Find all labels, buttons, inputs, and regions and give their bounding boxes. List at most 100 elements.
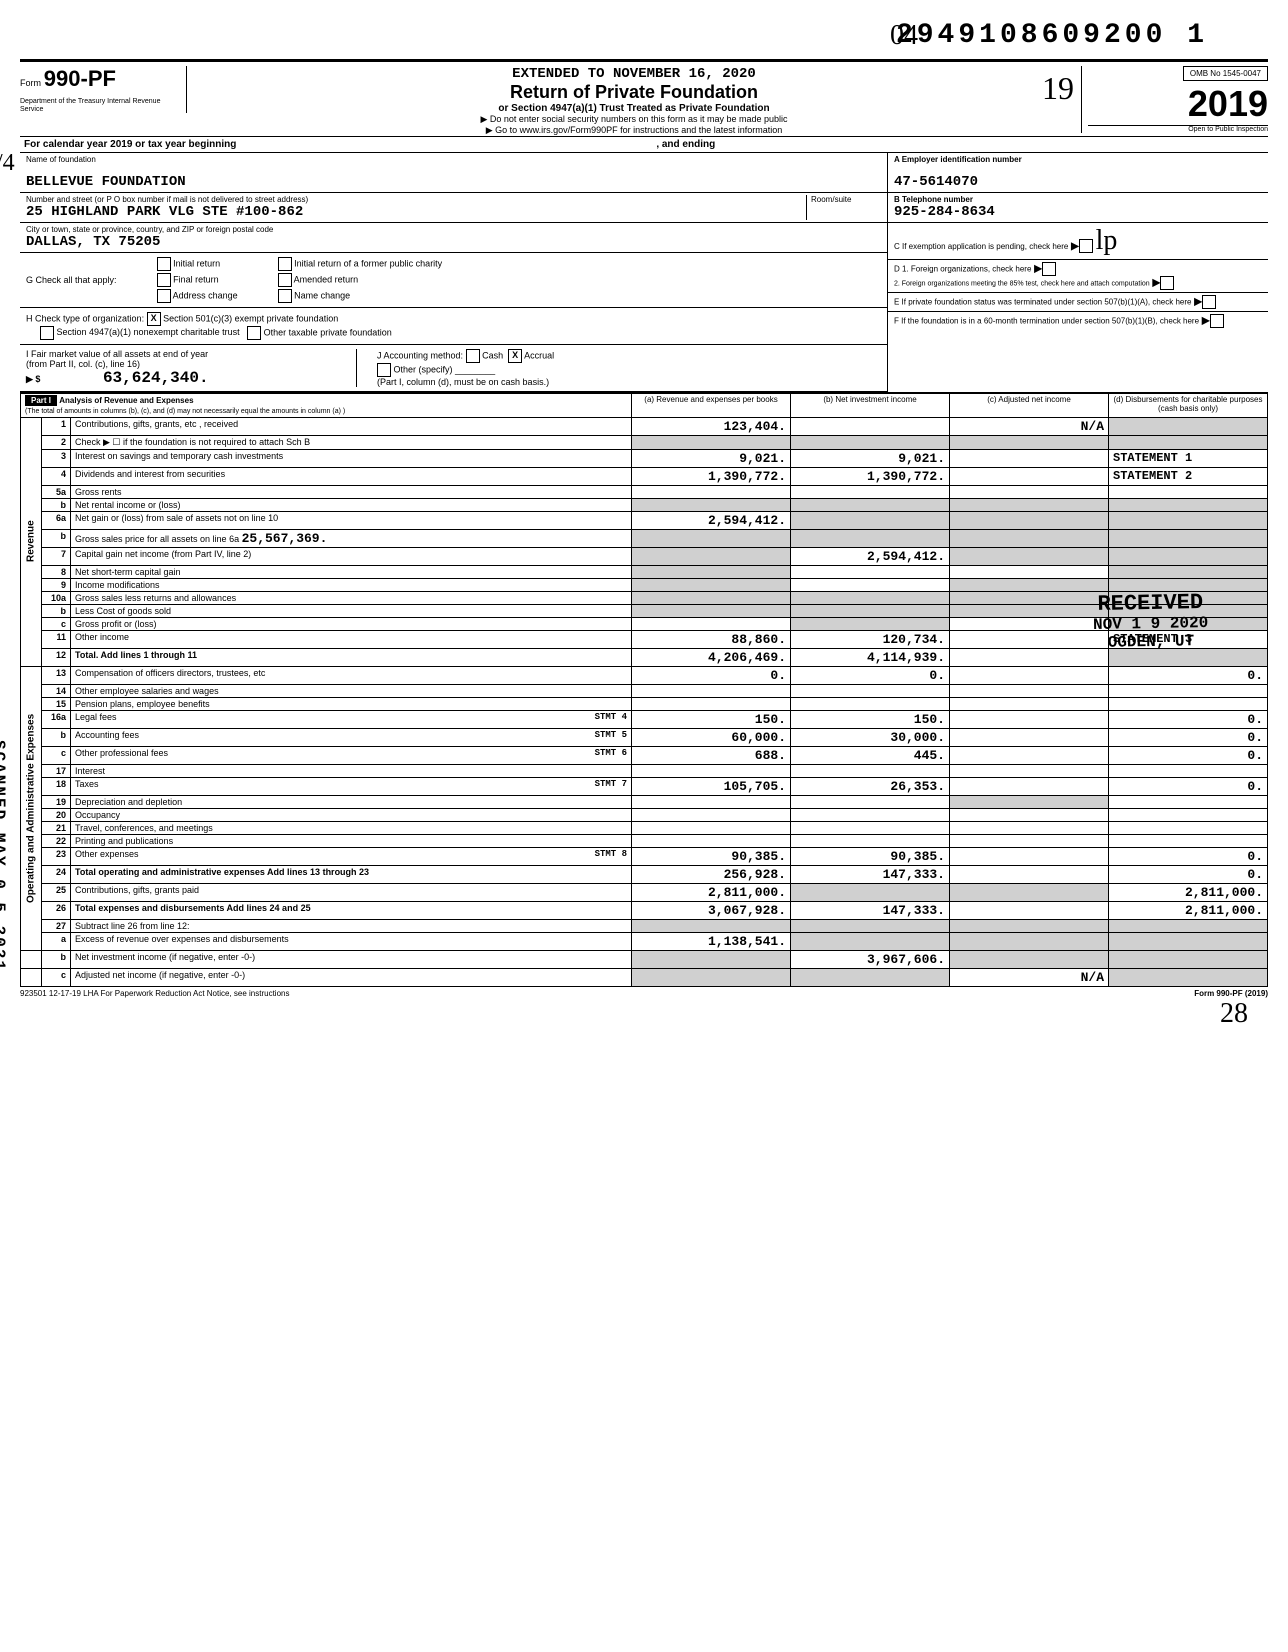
table-row: 11Other income88,860.120,734.STATEMENT 3: [21, 630, 1268, 648]
name-cell: Name of foundation BELLEVUE FOUNDATION: [20, 153, 887, 193]
fmv-amount: 63,624,340.: [103, 369, 209, 387]
j-accrual[interactable]: X: [508, 349, 522, 363]
d2-check[interactable]: [1160, 276, 1174, 290]
a-label: A Employer identification number: [894, 155, 1262, 164]
info-grid: Name of foundation BELLEVUE FOUNDATION N…: [20, 153, 1268, 393]
calendar-year-row: For calendar year 2019 or tax year begin…: [20, 136, 1268, 153]
table-row: 19Depreciation and depletion: [21, 795, 1268, 808]
e-check[interactable]: [1202, 295, 1216, 309]
phone-cell: B Telephone number 925-284-8634: [888, 193, 1268, 223]
col-c: (c) Adjusted net income: [950, 394, 1109, 418]
j-other[interactable]: [377, 363, 391, 377]
city-cell: City or town, state or province, country…: [20, 223, 887, 253]
city: DALLAS, TX 75205: [26, 234, 881, 250]
i-label: I Fair market value of all assets at end…: [26, 349, 208, 359]
f-label: F If the foundation is in a 60-month ter…: [894, 317, 1199, 326]
g-opt[interactable]: Final return: [157, 273, 238, 287]
extended-line: EXTENDED TO NOVEMBER 16, 2020: [195, 66, 1073, 82]
note2: ▶ Go to www.irs.gov/Form990PF for instru…: [195, 125, 1073, 136]
info-right: A Employer identification number 47-5614…: [887, 153, 1268, 392]
j-cash[interactable]: [466, 349, 480, 363]
table-row: 20Occupancy: [21, 808, 1268, 821]
d1-label: D 1. Foreign organizations, check here: [894, 265, 1031, 274]
table-row: 14Other employee salaries and wages: [21, 684, 1268, 697]
part-label: Part I: [25, 395, 57, 406]
table-row: 24Total operating and administrative exp…: [21, 865, 1268, 883]
table-row: 23Other expenses STMT 890,385.90,385.0.: [21, 847, 1268, 865]
scanned-stamp: SCANNED MAY 0 5 2021: [0, 740, 8, 972]
f-check[interactable]: [1210, 314, 1224, 328]
table-row: cAdjusted net income (if negative, enter…: [21, 968, 1268, 986]
table-row: 26Total expenses and disbursements Add l…: [21, 901, 1268, 919]
i-note: (Part I, column (d), must be on cash bas…: [377, 377, 549, 387]
part-note: (The total of amounts in columns (b), (c…: [25, 408, 345, 415]
d2-label: 2. Foreign organizations meeting the 85%…: [894, 281, 1150, 288]
revenue-sidebar: Revenue: [21, 417, 42, 666]
hand-margin-34: 3/4: [0, 150, 15, 177]
open-inspection: Open to Public Inspection: [1088, 125, 1268, 133]
table-row: 4Dividends and interest from securities …: [21, 467, 1268, 485]
form-header: Form 990-PF Department of the Treasury I…: [20, 59, 1268, 136]
form-id-box: Form 990-PF Department of the Treasury I…: [20, 66, 187, 113]
g-opt[interactable]: Initial return: [157, 257, 238, 271]
g-opt[interactable]: Amended return: [278, 273, 443, 287]
table-row: bAccounting fees STMT 560,000.30,000.0.: [21, 728, 1268, 746]
col-a: (a) Revenue and expenses per books: [632, 394, 791, 418]
table-row: 5aGross rents: [21, 485, 1268, 498]
hand-initials-28: 28: [1220, 998, 1248, 1030]
g-opt[interactable]: Initial return of a former public charit…: [278, 257, 443, 271]
table-row: 17Interest: [21, 764, 1268, 777]
table-row: 25Contributions, gifts, grants paid2,811…: [21, 883, 1268, 901]
hand-circle-04: 04: [890, 20, 918, 52]
footer-right: Form 990-PF (2019): [1194, 989, 1268, 998]
foundation-name: BELLEVUE FOUNDATION: [26, 174, 881, 190]
omb: OMB No 1545-0047: [1183, 66, 1268, 81]
i-sub: (from Part II, col. (c), line 16): [26, 359, 140, 369]
hand-initials-lp: lp: [1096, 225, 1118, 256]
g-opt[interactable]: Name change: [278, 289, 443, 303]
tracking-number: 2949108609200 1: [20, 20, 1268, 51]
header-row: Part I Analysis of Revenue and Expenses …: [21, 394, 1268, 418]
form-page: 3/4 2949108609200 1 Form 990-PF Departme…: [20, 20, 1268, 1000]
subtitle: or Section 4947(a)(1) Trust Treated as P…: [195, 103, 1073, 114]
table-row: 9Income modifications: [21, 578, 1268, 591]
footer-left: 923501 12-17-19 LHA For Paperwork Reduct…: [20, 989, 289, 998]
table-row: Revenue 1Contributions, gifts, grants, e…: [21, 417, 1268, 435]
h-check-3[interactable]: [247, 326, 261, 340]
table-row: aExcess of revenue over expenses and dis…: [21, 932, 1268, 950]
addr-cell: Number and street (or P O box number if …: [20, 193, 887, 223]
h-label: H Check type of organization:: [26, 313, 144, 323]
part-title: Analysis of Revenue and Expenses: [59, 396, 193, 405]
table-row: 27Subtract line 26 from line 12:: [21, 919, 1268, 932]
table-row: 3Interest on savings and temporary cash …: [21, 449, 1268, 467]
ein-cell: A Employer identification number 47-5614…: [888, 153, 1268, 193]
handwritten-year: 19: [1042, 70, 1074, 107]
c-check[interactable]: [1079, 239, 1093, 253]
c-cell: C If exemption application is pending, c…: [888, 223, 1268, 260]
table-row: cGross profit or (loss): [21, 617, 1268, 630]
table-row: 16aLegal fees STMT 4150.150.0.: [21, 710, 1268, 728]
city-label: City or town, state or province, country…: [26, 225, 881, 234]
g-opt[interactable]: Address change: [157, 289, 238, 303]
footer: 923501 12-17-19 LHA For Paperwork Reduct…: [20, 987, 1268, 1000]
h-check-2[interactable]: [40, 326, 54, 340]
table-row: Operating and Administrative Expenses 13…: [21, 666, 1268, 684]
name-label: Name of foundation: [26, 155, 881, 164]
address: 25 HIGHLAND PARK VLG STE #100-862: [26, 204, 806, 220]
ein: 47-5614070: [894, 174, 1262, 190]
form-prefix: Form: [20, 78, 41, 88]
main-title: Return of Private Foundation: [195, 82, 1073, 103]
e-cell: E If private foundation status was termi…: [888, 293, 1268, 312]
phone: 925-284-8634: [894, 204, 1262, 220]
table-row: 21Travel, conferences, and meetings: [21, 821, 1268, 834]
section-h: H Check type of organization: X Section …: [20, 308, 887, 345]
c-label: C If exemption application is pending, c…: [894, 242, 1068, 251]
form-number: 990-PF: [44, 66, 116, 91]
h-check-1[interactable]: X: [147, 312, 161, 326]
d1-check[interactable]: [1042, 262, 1056, 276]
table-row: 7Capital gain net income (from Part IV, …: [21, 547, 1268, 565]
j-label: J Accounting method:: [377, 350, 463, 360]
room-label: Room/suite: [811, 195, 881, 204]
table-row: bGross sales price for all assets on lin…: [21, 529, 1268, 547]
ending-label: , and ending: [656, 139, 715, 150]
